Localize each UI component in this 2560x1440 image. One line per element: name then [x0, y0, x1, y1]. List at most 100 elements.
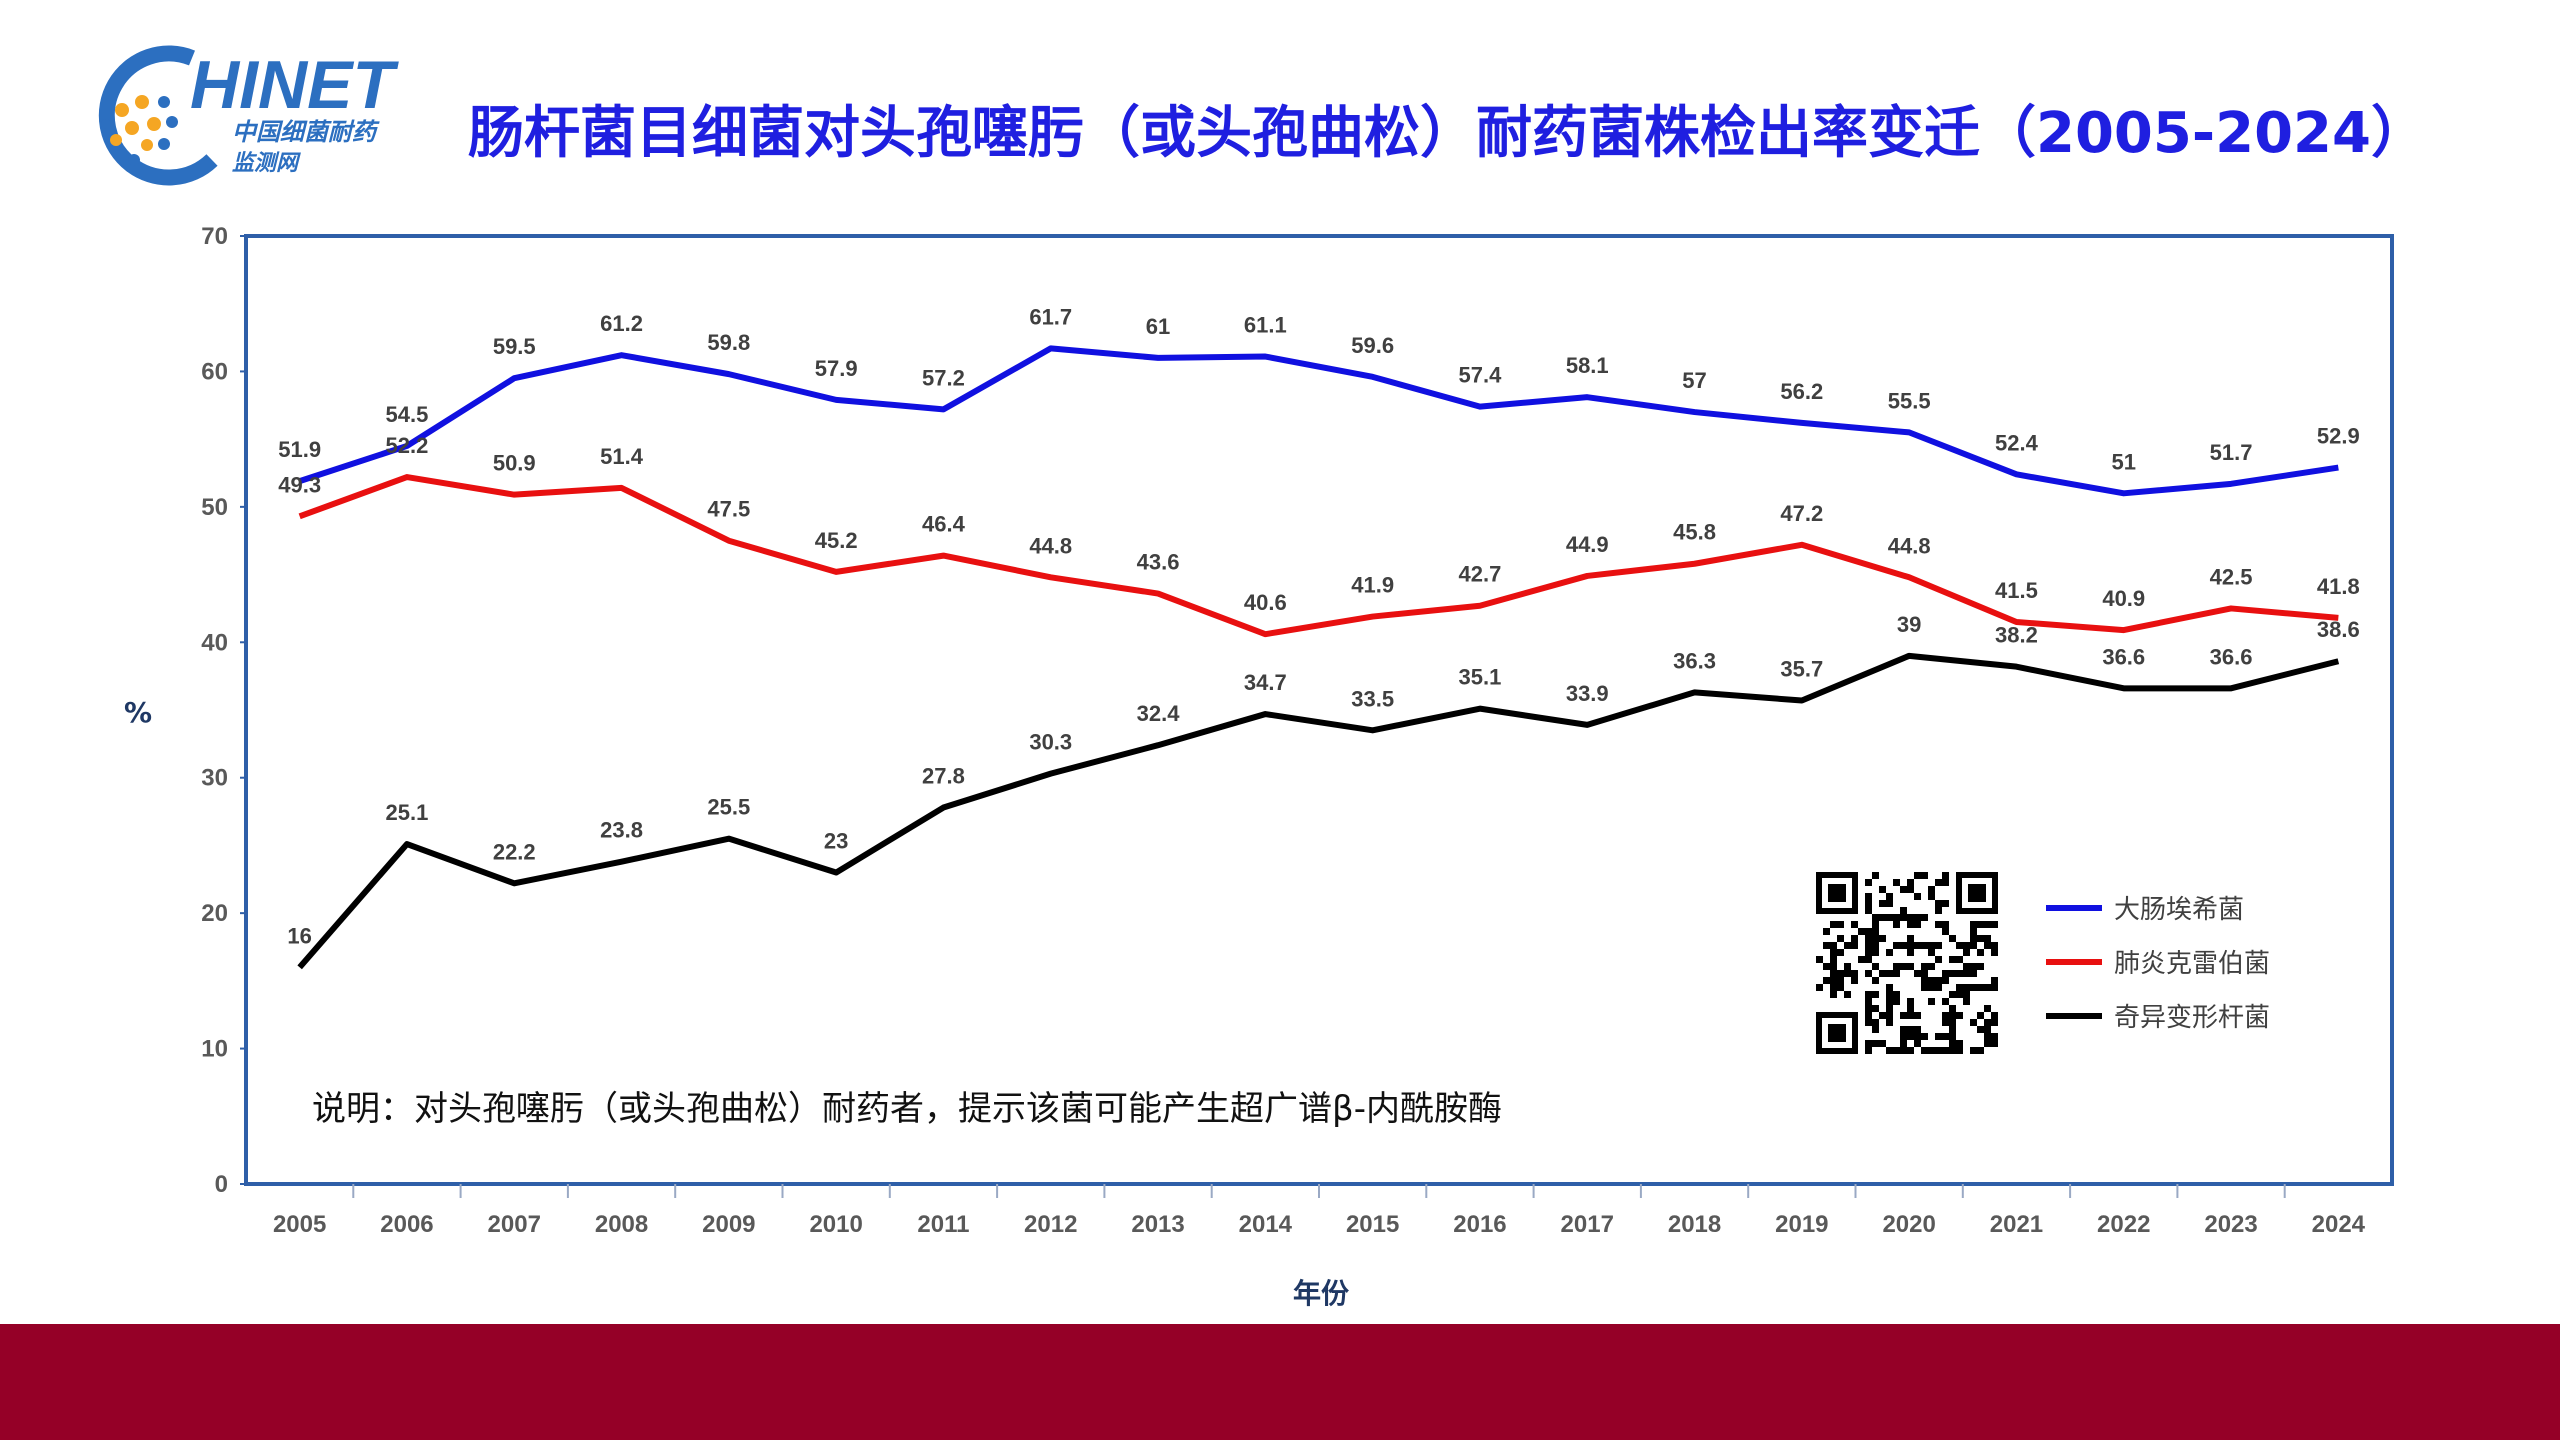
data-label: 51.9	[278, 437, 321, 462]
data-label: 40.9	[2102, 586, 2145, 611]
data-label: 47.2	[1780, 501, 1823, 526]
series-line-1	[298, 474, 2339, 638]
data-label: 52.9	[2317, 424, 2360, 449]
x-axis-label: 年份	[1293, 1277, 1349, 1310]
y-tick-label: 30	[201, 765, 228, 792]
data-label: 51	[2112, 449, 2136, 474]
data-label: 51.4	[600, 444, 644, 469]
x-tick-label: 2024	[2312, 1211, 2366, 1238]
data-label: 57	[1682, 368, 1706, 393]
chart-annotation: 说明：对头孢噻肟（或头孢曲松）耐药者，提示该菌可能产生超广谱β-内酰胺酶	[312, 1089, 1502, 1129]
logo-line2: 监测网	[232, 151, 301, 176]
logo-line1: 中国细菌耐药	[232, 118, 380, 146]
data-label: 45.8	[1673, 520, 1716, 545]
hinet-logo: HINET 中国细菌耐药 监测网	[98, 45, 399, 186]
data-label: 57.2	[922, 365, 965, 390]
data-label: 52.2	[386, 433, 429, 458]
data-label: 56.2	[1780, 379, 1823, 404]
data-label: 52.4	[1995, 430, 2039, 455]
data-label: 59.5	[493, 334, 536, 359]
data-label: 57.4	[1459, 363, 1503, 388]
data-label: 35.7	[1780, 657, 1823, 682]
data-label: 34.7	[1244, 670, 1287, 695]
data-label: 49.3	[278, 472, 321, 497]
data-label: 41.9	[1351, 573, 1394, 598]
data-labels: 51.9 54.5 59.5 61.2 59.8 57.9 57.2 61.7 61 61.1 59…	[278, 304, 2360, 948]
data-label: 33.5	[1351, 686, 1394, 711]
line-chart: 0 10 20 30 40 50 60 70 2005 2006 2007 2008 2009 2010…	[124, 223, 2394, 1310]
data-label: 61	[1146, 314, 1170, 339]
y-tick-label: 60	[201, 358, 228, 385]
data-label: 61.1	[1244, 313, 1287, 338]
x-tick-label: 2011	[917, 1211, 969, 1238]
series-lines	[297, 345, 2340, 970]
data-label: 50.9	[493, 451, 536, 476]
x-tick-label: 2012	[1024, 1211, 1077, 1238]
data-label: 36.6	[2102, 644, 2145, 669]
data-label: 16	[287, 923, 311, 948]
data-label: 23.8	[600, 818, 643, 843]
legend-entry: 奇异变形杆菌	[2114, 1003, 2270, 1033]
data-label: 59.6	[1351, 333, 1394, 358]
data-label: 43.6	[1137, 550, 1180, 575]
data-label: 38.2	[1995, 623, 2038, 648]
x-tick-label: 2023	[2204, 1211, 2257, 1238]
data-label: 45.2	[815, 528, 858, 553]
y-tick-label: 40	[201, 629, 228, 656]
series-line-0	[298, 345, 2339, 497]
data-label: 23	[824, 829, 848, 854]
data-label: 36.3	[1673, 648, 1716, 673]
data-label: 47.5	[707, 497, 750, 522]
data-label: 58.1	[1566, 353, 1609, 378]
x-tick-label: 2013	[1131, 1211, 1184, 1238]
qr-code-image	[1816, 872, 1998, 1054]
data-label: 44.8	[1888, 533, 1931, 558]
data-label: 40.6	[1244, 590, 1287, 615]
data-label: 44.9	[1566, 532, 1609, 557]
x-tick-label: 2006	[380, 1211, 433, 1238]
data-label: 25.1	[386, 800, 429, 825]
y-tick-label: 70	[201, 223, 228, 250]
x-tick-label: 2015	[1346, 1211, 1399, 1238]
x-tick-label: 2009	[702, 1211, 755, 1238]
data-label: 54.5	[386, 402, 429, 427]
logo-brand: HINET	[190, 47, 399, 123]
data-label: 39	[1897, 612, 1921, 637]
data-label: 55.5	[1888, 388, 1931, 413]
x-tick-label: 2014	[1239, 1211, 1293, 1238]
data-label: 36.6	[2210, 644, 2253, 669]
data-label: 46.4	[922, 512, 966, 537]
data-label: 42.5	[2210, 564, 2253, 589]
x-tick-label: 2022	[2097, 1211, 2150, 1238]
y-tick-label: 50	[201, 494, 228, 521]
data-label: 38.6	[2317, 617, 2360, 642]
x-tick-label: 2017	[1561, 1211, 1614, 1238]
data-label: 35.1	[1459, 665, 1502, 690]
data-label: 44.8	[1029, 533, 1072, 558]
data-label: 41.5	[1995, 578, 2038, 603]
series-line-2	[297, 652, 2340, 970]
data-label: 30.3	[1029, 730, 1072, 755]
x-tick-label: 2010	[809, 1211, 862, 1238]
x-tick-label: 2021	[1990, 1211, 2043, 1238]
data-label: 25.5	[707, 795, 750, 820]
x-tick-label: 2007	[488, 1211, 541, 1238]
legend-entry: 大肠埃希菌	[2114, 895, 2244, 925]
data-label: 61.2	[600, 311, 643, 336]
data-label: 33.9	[1566, 681, 1609, 706]
footer-band	[0, 1324, 2560, 1440]
data-label: 22.2	[493, 839, 536, 864]
x-tick-label: 2016	[1453, 1211, 1506, 1238]
y-axis-label: %	[124, 696, 152, 729]
x-axis-ticks: 2005 2006 2007 2008 2009 2010 2011 2012 2013 2014…	[273, 1184, 2366, 1238]
legend-entry: 肺炎克雷伯菌	[2114, 949, 2270, 979]
data-label: 27.8	[922, 764, 965, 789]
x-tick-label: 2020	[1882, 1211, 1935, 1238]
x-tick-label: 2005	[273, 1211, 326, 1238]
data-label: 59.8	[707, 330, 750, 355]
y-tick-label: 0	[215, 1171, 228, 1198]
x-tick-label: 2018	[1668, 1211, 1721, 1238]
data-label: 32.4	[1137, 701, 1181, 726]
x-tick-label: 2019	[1775, 1211, 1828, 1238]
